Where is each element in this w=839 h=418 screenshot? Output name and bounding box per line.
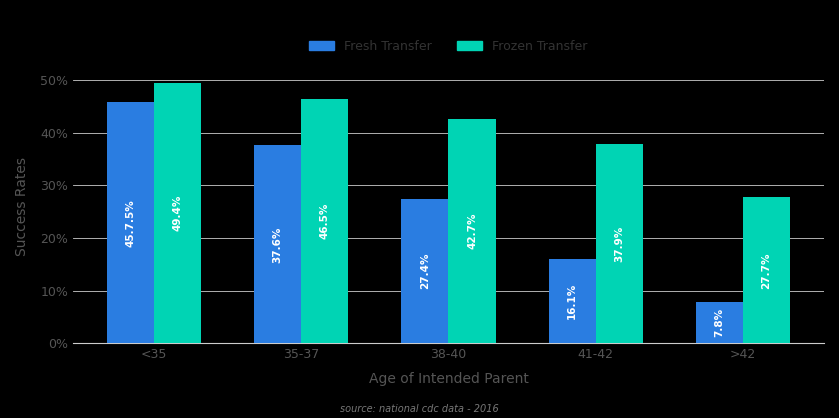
Text: 46.5%: 46.5%: [320, 203, 330, 239]
Bar: [696, 302, 743, 343]
Text: source: national cdc data - 2016: source: national cdc data - 2016: [340, 404, 499, 414]
Text: 37.6%: 37.6%: [273, 226, 283, 263]
Bar: [107, 102, 154, 343]
Bar: [596, 144, 643, 343]
Bar: [301, 99, 348, 343]
Text: 16.1%: 16.1%: [567, 283, 577, 319]
Text: 37.9%: 37.9%: [614, 225, 624, 262]
Text: 49.4%: 49.4%: [173, 195, 183, 232]
Bar: [254, 145, 301, 343]
Text: 27.7%: 27.7%: [762, 252, 772, 289]
Legend: Fresh Transfer, Frozen Transfer: Fresh Transfer, Frozen Transfer: [305, 35, 592, 58]
Y-axis label: Success Rates: Success Rates: [15, 157, 29, 256]
Bar: [449, 119, 496, 343]
Bar: [401, 199, 449, 343]
Bar: [743, 197, 790, 343]
Text: 42.7%: 42.7%: [467, 213, 477, 249]
Text: 45.7.5%: 45.7.5%: [125, 199, 135, 247]
X-axis label: Age of Intended Parent: Age of Intended Parent: [368, 372, 529, 386]
Bar: [549, 259, 596, 343]
Text: 27.4%: 27.4%: [420, 253, 430, 289]
Text: 7.8%: 7.8%: [715, 308, 724, 337]
Bar: [154, 83, 201, 343]
